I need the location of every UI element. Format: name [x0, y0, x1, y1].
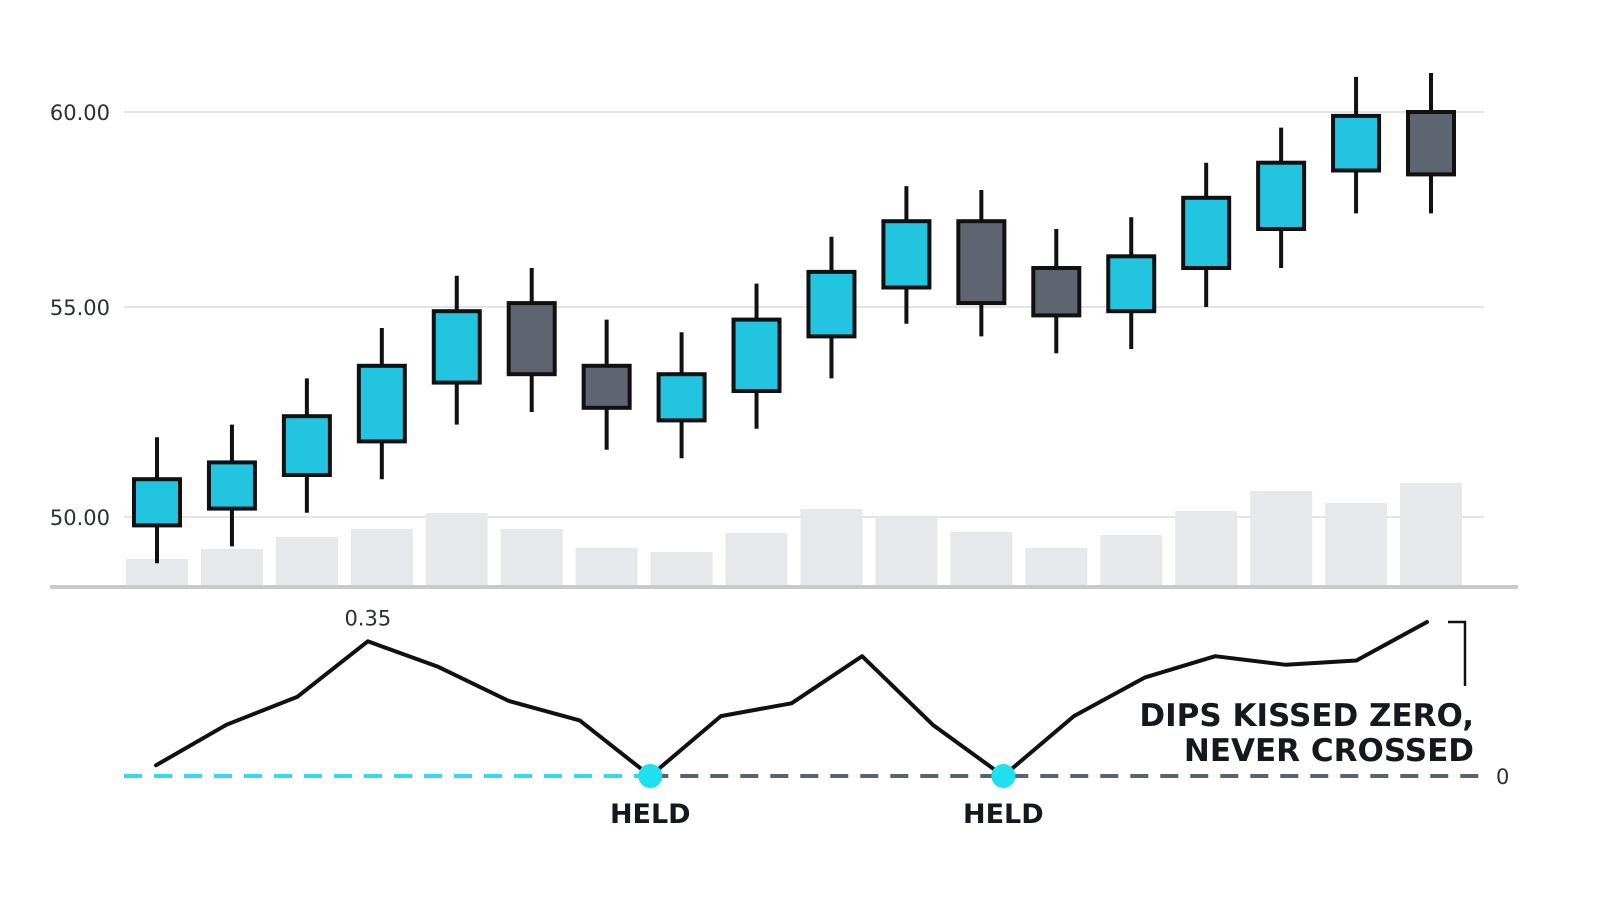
held-label: HELD — [610, 799, 691, 830]
candle — [1031, 229, 1082, 354]
volume-bar — [275, 537, 338, 585]
candle — [581, 319, 632, 450]
candle — [956, 190, 1007, 337]
candle — [881, 186, 932, 324]
volume-bar — [575, 548, 638, 585]
held-label: HELD — [963, 799, 1044, 830]
candle-body-up — [132, 477, 182, 528]
candle — [806, 236, 857, 379]
volume-bar — [1175, 511, 1238, 585]
candle-body-up — [1181, 195, 1232, 270]
annotation-bracket — [1448, 620, 1467, 686]
oscillator-peak-label: 0.35 — [344, 606, 391, 630]
candle — [1256, 127, 1307, 268]
candle-body-down — [581, 363, 632, 410]
volume-bar — [875, 516, 938, 585]
annotation-line-2: NEVER CROSSED — [1184, 733, 1474, 769]
zero-touch-marker — [638, 764, 663, 788]
candle — [1106, 217, 1157, 349]
candle-body-down — [1406, 110, 1456, 177]
candle-body-up — [1106, 254, 1157, 314]
volume-bar — [650, 552, 713, 585]
candlesticks — [132, 73, 1456, 564]
volume-bar — [126, 559, 188, 585]
volume-bars — [126, 483, 1462, 585]
y-tick-label: 60.00 — [50, 101, 110, 125]
candle-body-up — [281, 414, 332, 478]
oscillator-panel: HELD HELD 0.35 0 DIPS KISSED ZERO, NEVER … — [124, 606, 1509, 830]
candle-body-up — [356, 363, 407, 444]
candle-body-up — [881, 219, 932, 290]
candle — [431, 275, 482, 425]
candle — [731, 283, 782, 429]
candle — [356, 328, 407, 480]
candle — [206, 424, 257, 547]
volume-bar — [1250, 491, 1313, 585]
volume-bar — [1025, 548, 1088, 585]
volume-bar — [800, 509, 863, 585]
volume-bar — [1400, 483, 1462, 585]
candle-body-up — [731, 317, 782, 394]
volume-bar — [350, 529, 413, 585]
volume-bar — [1100, 535, 1163, 585]
candle-body-up — [1256, 160, 1307, 231]
price-axis-ticks: 60.00 55.00 50.00 — [50, 101, 110, 530]
annotation-line-1: DIPS KISSED ZERO, — [1139, 698, 1474, 734]
candle — [506, 268, 557, 412]
candle — [1181, 162, 1232, 307]
oscillator-zero-label: 0 — [1496, 765, 1509, 789]
candle — [656, 332, 707, 459]
volume-bar — [425, 513, 488, 585]
zero-touch-marker — [991, 764, 1016, 788]
zero-touch-markers: HELD HELD — [610, 764, 1044, 830]
y-tick-label: 55.00 — [50, 296, 110, 320]
volume-bar — [950, 532, 1013, 585]
candle-body-up — [656, 372, 707, 423]
candle-body-down — [956, 219, 1007, 306]
volume-bar — [725, 533, 788, 585]
candle — [1406, 73, 1456, 214]
candle-body-down — [1031, 266, 1082, 318]
volume-bar — [200, 549, 263, 585]
volume-bar — [500, 529, 563, 585]
candle — [1331, 76, 1382, 214]
oscillator-line — [154, 620, 1429, 778]
candle-body-up — [206, 460, 257, 511]
candle-body-up — [806, 269, 857, 339]
volume-bar — [1325, 503, 1388, 585]
y-tick-label: 50.00 — [50, 506, 110, 530]
candle-body-down — [506, 301, 557, 377]
candle-body-up — [431, 309, 482, 385]
candle-body-up — [1331, 113, 1382, 173]
candle — [132, 437, 182, 564]
candle — [281, 378, 332, 513]
